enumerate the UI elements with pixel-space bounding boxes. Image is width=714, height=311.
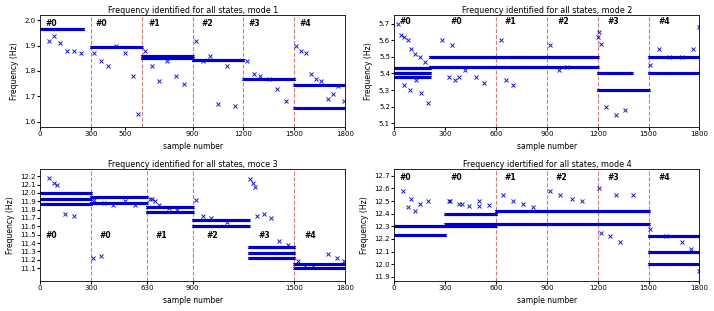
Title: Frequency identified for all states, moce 3: Frequency identified for all states, moc…	[108, 160, 278, 169]
Title: Frequency identified for all states, mode 2: Frequency identified for all states, mod…	[462, 6, 632, 15]
Text: #0: #0	[451, 17, 462, 26]
X-axis label: sample number: sample number	[163, 142, 223, 151]
Text: #1: #1	[149, 19, 160, 28]
Y-axis label: Frequency (Hz): Frequency (Hz)	[6, 196, 14, 254]
Text: #0: #0	[399, 17, 411, 26]
Text: #3: #3	[608, 17, 620, 26]
Text: #0: #0	[451, 173, 462, 182]
Text: #0: #0	[45, 19, 56, 28]
Text: #4: #4	[305, 230, 316, 239]
Title: Frequency identified for all states, mode 1: Frequency identified for all states, mod…	[108, 6, 278, 15]
Text: #0: #0	[399, 173, 411, 182]
Title: Frequency idertified for all states, mode 4: Frequency idertified for all states, mod…	[463, 160, 631, 169]
X-axis label: sample number: sample number	[517, 296, 577, 305]
Text: #3: #3	[248, 19, 260, 28]
Text: #2: #2	[555, 173, 567, 182]
Text: #0: #0	[45, 230, 56, 239]
Text: #1: #1	[505, 173, 516, 182]
Text: #2: #2	[201, 19, 213, 28]
Y-axis label: Frequency (Hz): Frequency (Hz)	[364, 42, 373, 100]
Text: #3: #3	[258, 230, 271, 239]
Y-axis label: Frequency (Hz): Frequency (Hz)	[360, 196, 368, 254]
Text: #0: #0	[96, 19, 108, 28]
Text: #1: #1	[156, 230, 167, 239]
Text: #4: #4	[659, 17, 670, 26]
Text: #3: #3	[608, 173, 620, 182]
Text: #2: #2	[206, 230, 218, 239]
Text: #4: #4	[299, 19, 311, 28]
Text: #4: #4	[659, 173, 670, 182]
Text: #2: #2	[557, 17, 568, 26]
Text: #1: #1	[505, 17, 516, 26]
Y-axis label: Frequency (Hz): Frequency (Hz)	[10, 42, 19, 100]
Text: #0: #0	[99, 230, 111, 239]
X-axis label: sample number: sample number	[517, 142, 577, 151]
X-axis label: sample number: sample number	[163, 296, 223, 305]
